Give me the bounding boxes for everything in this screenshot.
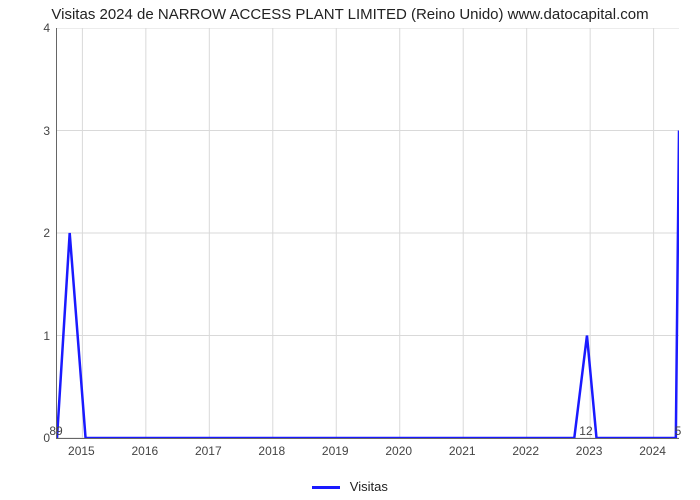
xtick-label: 2023	[576, 444, 603, 458]
visits-line	[57, 131, 679, 439]
xtick-label: 2018	[258, 444, 285, 458]
xtick-label: 2016	[131, 444, 158, 458]
plot-area	[56, 28, 679, 439]
xtick-label: 2021	[449, 444, 476, 458]
ytick-label: 4	[0, 21, 50, 35]
legend-swatch	[312, 486, 340, 489]
xtick-label: 2019	[322, 444, 349, 458]
xtick-label: 2024	[639, 444, 666, 458]
legend-label: Visitas	[350, 479, 388, 494]
xtick-label: 2015	[68, 444, 95, 458]
xtick-label: 2020	[385, 444, 412, 458]
datapoint-count-label: 5	[675, 424, 682, 438]
ytick-label: 1	[0, 329, 50, 343]
xtick-label: 2017	[195, 444, 222, 458]
xtick-label: 2022	[512, 444, 539, 458]
datapoint-count-label: 12	[579, 424, 592, 438]
legend: Visitas	[0, 479, 700, 494]
ytick-label: 2	[0, 226, 50, 240]
datapoint-count-label: 89	[49, 424, 62, 438]
ytick-label: 0	[0, 431, 50, 445]
chart-title: Visitas 2024 de NARROW ACCESS PLANT LIMI…	[0, 6, 700, 23]
ytick-label: 3	[0, 124, 50, 138]
